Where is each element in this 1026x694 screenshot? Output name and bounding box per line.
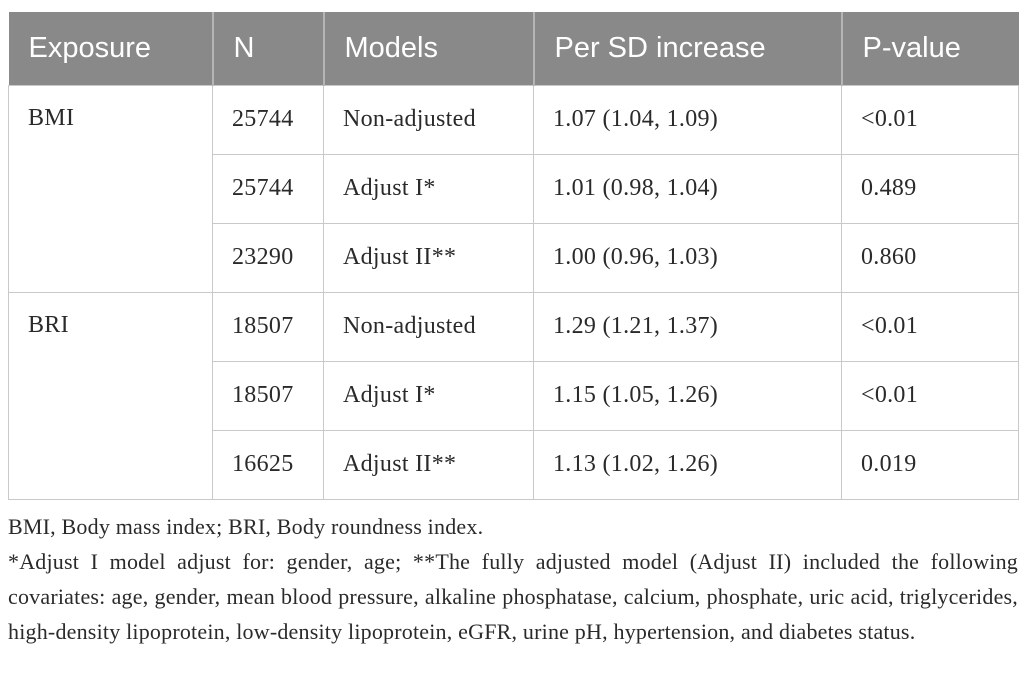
table-row: 16625 Adjust II** 1.13 (1.02, 1.26) 0.01… (9, 429, 1019, 500)
cell-n: 25744 (212, 84, 324, 155)
table-row: BRI 18507 Non-adjusted 1.29 (1.21, 1.37)… (8, 291, 1019, 500)
cell-p-value: 0.860 (841, 222, 1019, 293)
cell-per-sd: 1.29 (1.21, 1.37) (533, 291, 842, 362)
cell-per-sd: 1.07 (1.04, 1.09) (533, 84, 842, 155)
table-row: BMI 25744 Non-adjusted 1.07 (1.04, 1.09)… (8, 84, 1019, 293)
col-header-n: N (211, 12, 324, 85)
footnote-adjustment-models: *Adjust I model adjust for: gender, age;… (8, 548, 1018, 644)
table-footnotes: BMI, Body mass index; BRI, Body roundnes… (8, 509, 1018, 649)
cell-model: Non-adjusted (323, 291, 534, 362)
cell-n: 16625 (212, 429, 324, 500)
cell-p-value: 0.489 (841, 153, 1019, 224)
cell-model: Non-adjusted (323, 84, 534, 155)
cell-model: Adjust I* (323, 360, 534, 431)
association-results-table: Exposure N Models Per SD increase P-valu… (8, 12, 1019, 500)
cell-per-sd: 1.15 (1.05, 1.26) (533, 360, 842, 431)
cell-model: Adjust I* (323, 153, 534, 224)
cell-p-value: <0.01 (841, 291, 1019, 362)
cell-p-value: <0.01 (841, 84, 1019, 155)
cell-n: 23290 (212, 222, 324, 293)
col-header-models: Models (322, 12, 534, 85)
cell-model: Adjust II** (323, 429, 534, 500)
table-row: 23290 Adjust II** 1.00 (0.96, 1.03) 0.86… (9, 222, 1019, 293)
cell-exposure-bmi: BMI (8, 84, 213, 293)
cell-p-value: <0.01 (841, 360, 1019, 431)
cell-n: 18507 (212, 291, 324, 362)
paper-table-figure: Exposure N Models Per SD increase P-valu… (8, 12, 1019, 649)
table-row: 18507 Adjust I* 1.15 (1.05, 1.26) <0.01 (9, 360, 1019, 431)
col-header-exposure: Exposure (8, 12, 213, 85)
cell-n: 18507 (212, 360, 324, 431)
cell-p-value: 0.019 (841, 429, 1019, 500)
cell-per-sd: 1.00 (0.96, 1.03) (533, 222, 842, 293)
cell-exposure-bri: BRI (8, 291, 213, 500)
cell-n: 25744 (212, 153, 324, 224)
col-header-p-value: P-value (840, 12, 1019, 85)
table-row: 25744 Adjust I* 1.01 (0.98, 1.04) 0.489 (9, 153, 1019, 224)
header-row: Exposure N Models Per SD increase P-valu… (8, 12, 1019, 85)
cell-per-sd: 1.01 (0.98, 1.04) (533, 153, 842, 224)
cell-model: Adjust II** (323, 222, 534, 293)
footnote-abbreviations: BMI, Body mass index; BRI, Body roundnes… (8, 513, 484, 539)
cell-per-sd: 1.13 (1.02, 1.26) (533, 429, 842, 500)
col-header-per-sd-increase: Per SD increase (532, 12, 842, 85)
